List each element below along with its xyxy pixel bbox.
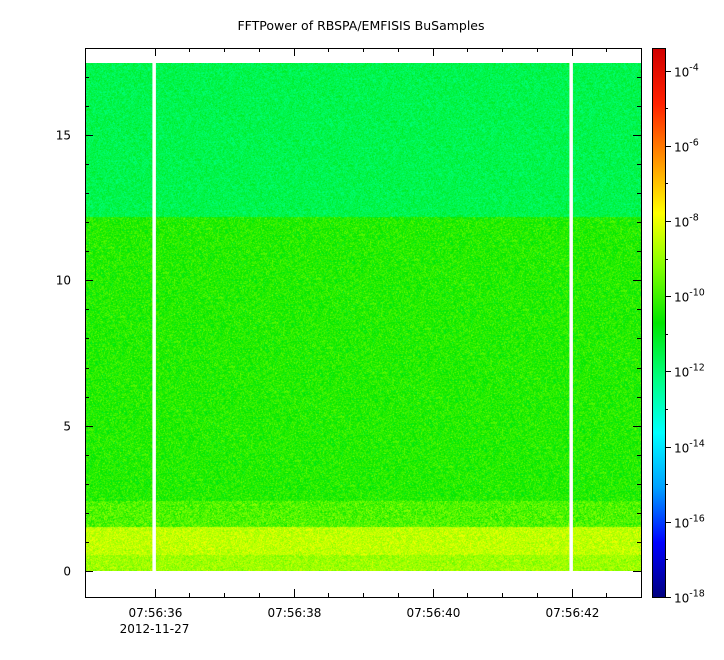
data-gap (569, 63, 573, 571)
x-axis: 07:56:36 07:56:38 07:56:40 07:56:42 2012-11-… (120, 48, 642, 636)
y-tick-label: 0 (63, 565, 71, 579)
spectrogram-image (85, 63, 641, 571)
x-tick-label: 07:56:36 (129, 606, 183, 620)
y-axis: 0 5 10 15 (56, 77, 641, 579)
data-gap (152, 63, 156, 571)
y-tick-label: 15 (56, 129, 71, 143)
y-tick-label: 10 (56, 274, 71, 288)
x-tick-label: 07:56:40 (407, 606, 461, 620)
colorbar-tick-label: 10-12 (674, 363, 705, 380)
colorbar-tick-label: 10-18 (674, 589, 705, 606)
colorbar-tick-label: 10-16 (674, 514, 705, 531)
colorbar-tick-label: 10-14 (674, 439, 705, 456)
data-gaps (152, 63, 573, 571)
colorbar-axis: 10-4 10-6 10-8 10-10 10-12 10-14 10-16 10-18 (665, 63, 705, 606)
chart-title: FFTPower of RBSPA/EMFISIS BuSamples (237, 18, 484, 33)
colorbar-tick-label: 10-10 (674, 288, 705, 305)
y-tick-label: 5 (63, 420, 71, 434)
colorbar-tick-label: 10-4 (674, 63, 699, 80)
x-date-label: 2012-11-27 (120, 622, 190, 636)
colorbar-tick-label: 10-8 (674, 213, 699, 230)
x-tick-label: 07:56:38 (268, 606, 322, 620)
colorbar (652, 48, 666, 598)
x-tick-label: 07:56:42 (546, 606, 600, 620)
colorbar-tick-label: 10-6 (674, 138, 699, 155)
